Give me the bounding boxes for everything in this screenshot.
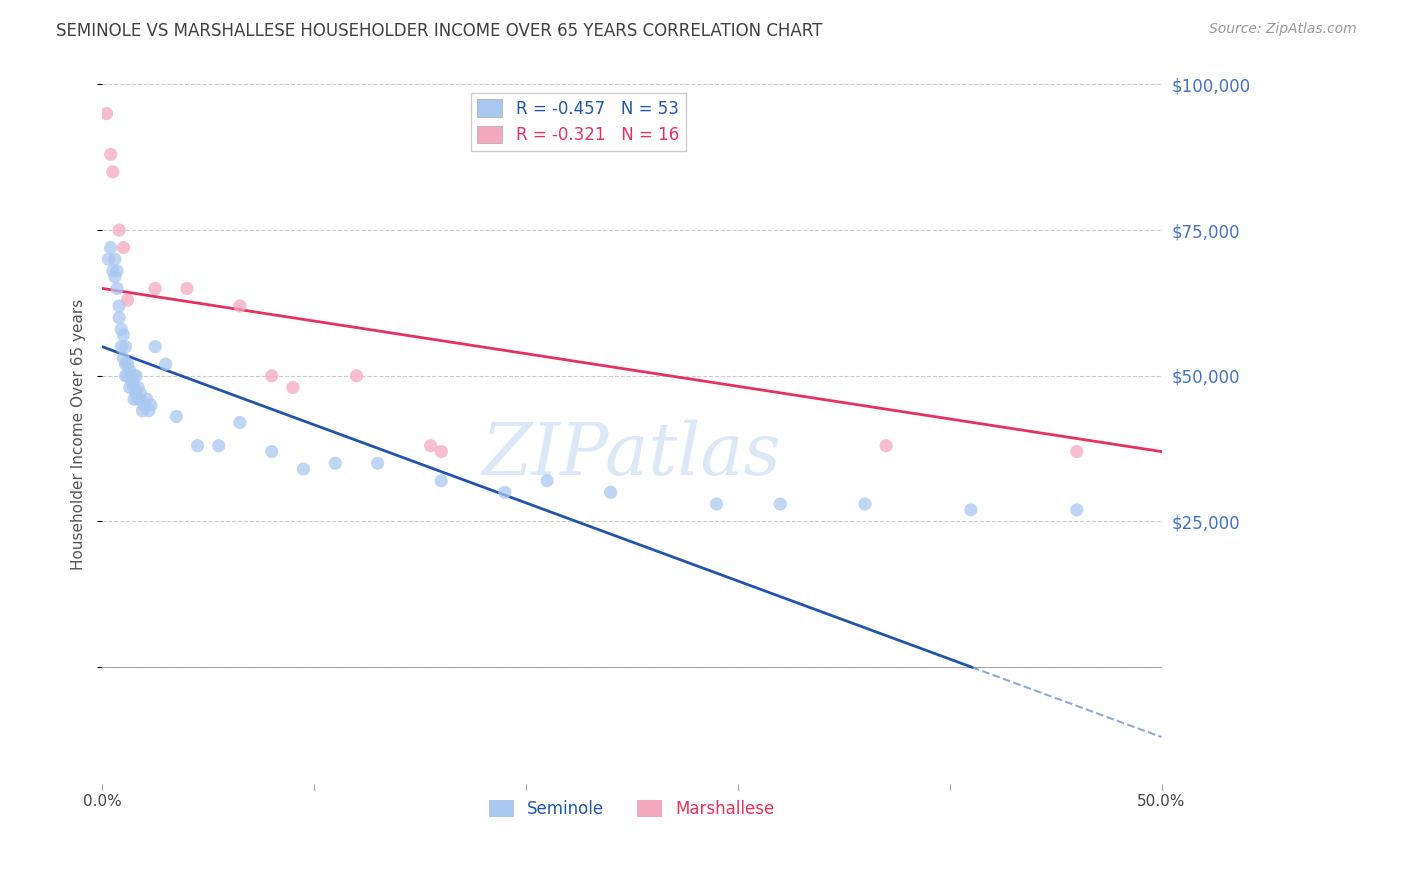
- Point: [101, 264, 124, 278]
- Point: [599, 485, 621, 500]
- Point: [419, 439, 441, 453]
- Point: [430, 474, 453, 488]
- Point: [121, 375, 143, 389]
- Point: [125, 386, 148, 401]
- Text: ZIPatlas: ZIPatlas: [482, 420, 782, 491]
- Point: [323, 456, 346, 470]
- Point: [117, 357, 139, 371]
- Point: [143, 281, 166, 295]
- Point: [105, 264, 128, 278]
- Point: [176, 281, 198, 295]
- Point: [129, 386, 152, 401]
- Point: [138, 404, 160, 418]
- Point: [139, 398, 162, 412]
- Point: [105, 281, 128, 295]
- Point: [117, 368, 139, 383]
- Point: [134, 398, 156, 412]
- Point: [346, 368, 368, 383]
- Point: [100, 241, 122, 255]
- Point: [104, 269, 127, 284]
- Point: [114, 357, 136, 371]
- Point: [430, 444, 453, 458]
- Point: [127, 392, 149, 406]
- Point: [229, 299, 252, 313]
- Point: [108, 299, 131, 313]
- Point: [187, 439, 209, 453]
- Point: [118, 363, 141, 377]
- Point: [127, 380, 149, 394]
- Point: [104, 252, 127, 267]
- Point: [260, 368, 283, 383]
- Point: [367, 456, 389, 470]
- Point: [125, 368, 148, 383]
- Point: [165, 409, 187, 424]
- Point: [875, 439, 897, 453]
- Point: [122, 368, 145, 383]
- Point: [281, 380, 304, 394]
- Point: [101, 165, 124, 179]
- Legend: Seminole, Marshallese: Seminole, Marshallese: [482, 793, 782, 824]
- Point: [229, 416, 252, 430]
- Text: SEMINOLE VS MARSHALLESE HOUSEHOLDER INCOME OVER 65 YEARS CORRELATION CHART: SEMINOLE VS MARSHALLESE HOUSEHOLDER INCO…: [56, 22, 823, 40]
- Point: [114, 340, 136, 354]
- Text: Source: ZipAtlas.com: Source: ZipAtlas.com: [1209, 22, 1357, 37]
- Point: [108, 310, 131, 325]
- Point: [110, 322, 132, 336]
- Point: [122, 380, 145, 394]
- Point: [1066, 503, 1088, 517]
- Point: [1066, 444, 1088, 458]
- Point: [494, 485, 516, 500]
- Point: [122, 392, 145, 406]
- Point: [706, 497, 728, 511]
- Point: [112, 328, 135, 343]
- Point: [117, 293, 139, 307]
- Point: [100, 147, 122, 161]
- Point: [769, 497, 792, 511]
- Point: [112, 351, 135, 366]
- Point: [853, 497, 876, 511]
- Point: [292, 462, 315, 476]
- Point: [960, 503, 983, 517]
- Point: [110, 340, 132, 354]
- Point: [536, 474, 558, 488]
- Point: [114, 368, 136, 383]
- Point: [143, 340, 166, 354]
- Point: [97, 252, 120, 267]
- Point: [108, 223, 131, 237]
- Y-axis label: Householder Income Over 65 years: Householder Income Over 65 years: [72, 299, 86, 570]
- Point: [208, 439, 231, 453]
- Point: [135, 392, 157, 406]
- Point: [131, 404, 153, 418]
- Point: [96, 106, 118, 120]
- Point: [260, 444, 283, 458]
- Point: [118, 380, 141, 394]
- Point: [155, 357, 177, 371]
- Point: [112, 241, 135, 255]
